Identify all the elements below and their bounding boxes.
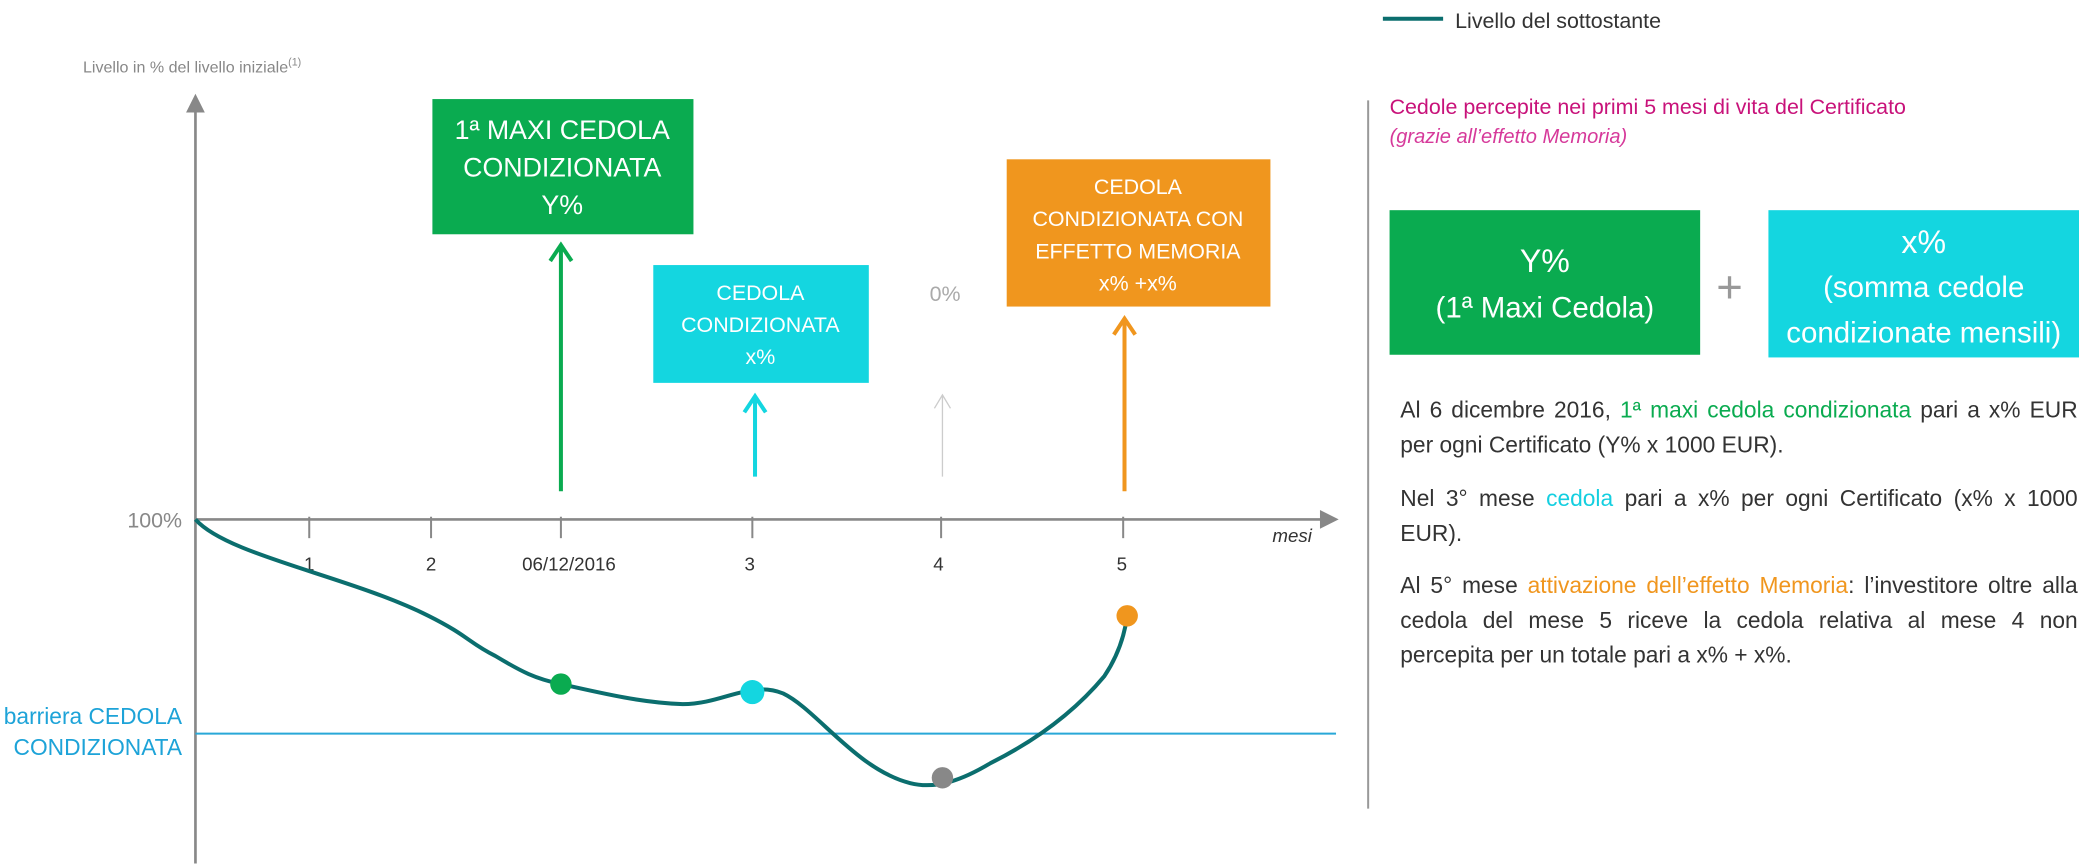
point	[550, 673, 572, 695]
y-axis-label: Livello in % del livello iniziale(1)	[83, 57, 301, 77]
callout-text: CONDIZIONATA	[463, 153, 661, 183]
point	[931, 767, 954, 789]
callout-text: x%	[746, 345, 776, 369]
paragraph: Nel 3° mese cedola pari a x% per ogni Ce…	[1400, 482, 2077, 552]
text: pari a x% per ogni Certificato (x% x 100…	[1400, 485, 2078, 547]
callout-text: CONDIZIONATA CON	[1032, 207, 1243, 231]
barrier-label: CONDIZIONATA	[14, 734, 183, 760]
x-label: 3	[744, 553, 754, 574]
callout-box	[1006, 159, 1271, 307]
point	[740, 680, 765, 705]
summary-box	[1389, 210, 1701, 355]
callout-text: CEDOLA	[1094, 175, 1183, 199]
point	[1116, 605, 1138, 627]
text: pari a x% EUR per ogni Certificato (Y% x…	[1400, 397, 2078, 458]
summary-box-text: Y%	[1520, 243, 1570, 279]
text: Al 5° mese	[1400, 572, 1528, 599]
summary-box	[1768, 210, 2080, 358]
arrow	[742, 392, 768, 477]
callout-text: CEDOLA	[716, 281, 805, 305]
x-label: 4	[933, 553, 943, 574]
text: Nel 3° mese	[1400, 485, 1547, 512]
arrow	[933, 393, 952, 477]
summary-title: Cedole percepite nei primi 5 mesi di vit…	[1390, 95, 1906, 119]
summary-box-text: condizionate mensili)	[1786, 317, 2061, 350]
x-label: 1	[304, 553, 314, 574]
x-label: 2	[426, 553, 436, 574]
x-label: 5	[1117, 553, 1127, 574]
text: Al 6 dicembre 2016,	[1400, 397, 1620, 424]
x-label: 06/12/2016	[522, 553, 616, 574]
underlying-curve	[193, 518, 1130, 788]
highlight: attivazione dell’effetto Memoria	[1527, 572, 1849, 599]
x-arrow	[1319, 510, 1339, 529]
callout-text: x% +x%	[1099, 271, 1177, 295]
summary-box-text: (1ª Maxi Cedola)	[1436, 291, 1655, 324]
barrier-label: barriera CEDOLA	[4, 703, 183, 729]
paragraph: Al 5° mese attivazione dell’effetto Memo…	[1400, 569, 2077, 673]
callout-text: CONDIZIONATA	[681, 313, 840, 337]
summary-box-text: (somma cedole	[1823, 271, 2024, 304]
highlight: 1ª maxi cedola condizionata	[1619, 397, 1912, 424]
callout-text: Y%	[541, 190, 583, 220]
reference-label: 100%	[127, 508, 182, 532]
legend-label: Livello del sottostante	[1455, 9, 1661, 33]
summary-subtitle: (grazie all’effetto Memoria)	[1390, 126, 1628, 148]
arrow	[548, 241, 574, 492]
highlight: cedola	[1546, 485, 1614, 512]
arrow	[1112, 314, 1137, 492]
callout-text: 0%	[930, 282, 961, 306]
y-arrow	[186, 93, 205, 113]
callout-box	[432, 99, 694, 235]
paragraph: Al 6 dicembre 2016, 1ª maxi cedola condi…	[1400, 394, 2077, 464]
text: : l’investitore oltre alla cedola del me…	[1400, 572, 2078, 669]
callout-text: 1ª MAXI CEDOLA	[455, 115, 670, 145]
callout-text: EFFETTO MEMORIA	[1035, 239, 1241, 263]
callout-box	[653, 265, 869, 383]
x-axis-label: mesi	[1272, 525, 1312, 546]
ticks	[308, 516, 1125, 539]
summary-box-text: x%	[1901, 224, 1946, 260]
operator: +	[1716, 262, 1743, 313]
